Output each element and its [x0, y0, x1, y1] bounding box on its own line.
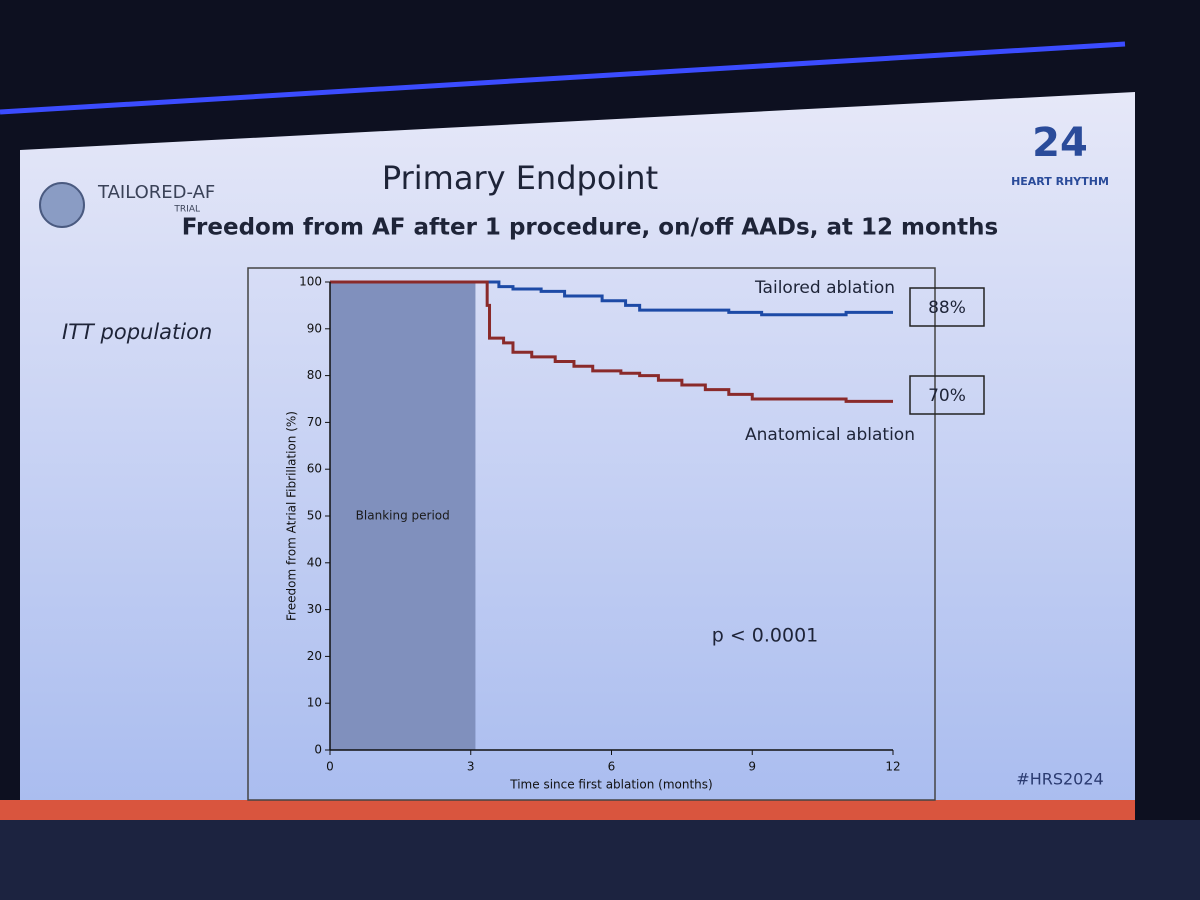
- y-tick-label: 0: [314, 743, 322, 757]
- end-label-box: [909, 287, 985, 327]
- y-tick-label: 60: [307, 462, 322, 476]
- x-tick-label: 0: [326, 760, 334, 774]
- y-tick-label: 50: [307, 509, 322, 523]
- stage-light: [0, 41, 1126, 115]
- trial-logo-icon: [39, 182, 85, 228]
- plot: Blanking period 0 10 20 30 40 50 60 70 80 90 100 0 3 6…: [285, 275, 901, 792]
- trial-logo-name: TAILORED-AF: [97, 182, 215, 203]
- conference-logo-number: 24: [1032, 120, 1088, 166]
- slide-footer-bar: [0, 800, 1135, 820]
- end-label: 70%: [928, 386, 966, 406]
- chart-title: Primary Endpoint: [382, 159, 658, 197]
- y-tick-label: 100: [299, 275, 322, 289]
- hashtag: #HRS2024: [1016, 770, 1103, 789]
- km-curve: [330, 280, 893, 317]
- series-label: Tailored ablation: [754, 278, 895, 298]
- y-tick-label: 80: [307, 368, 322, 382]
- population-label: ITT population: [62, 320, 212, 344]
- blanking-region: [330, 282, 476, 750]
- y-tick-label: 70: [307, 415, 322, 429]
- end-label: 88%: [928, 298, 966, 318]
- y-tick-label: 90: [307, 321, 322, 335]
- chart-frame: [247, 267, 936, 801]
- x-tick-label: 6: [608, 760, 616, 774]
- y-tick-label: 30: [307, 602, 322, 616]
- x-tick-label: 3: [467, 760, 475, 774]
- end-label-box: [909, 375, 985, 415]
- x-tick-label: 12: [885, 760, 900, 774]
- audience: [0, 820, 1200, 900]
- x-tick-label: 9: [748, 760, 756, 774]
- km-curve: [330, 280, 893, 403]
- x-axis-label: Time since first ablation (months): [509, 778, 712, 792]
- blanking-label: Blanking period: [356, 509, 450, 523]
- y-axis-label: Freedom from Atrial Fibrillation (%): [285, 411, 299, 621]
- p-value: p < 0.0001: [712, 625, 819, 647]
- y-tick-label: 10: [307, 696, 322, 710]
- slide: [20, 92, 1135, 815]
- y-tick-label: 20: [307, 649, 322, 663]
- series-label: Anatomical ablation: [745, 425, 915, 445]
- trial-logo-sub: TRIAL: [173, 205, 200, 215]
- y-tick-label: 40: [307, 555, 322, 569]
- conference-logo-name: HEART RHYTHM: [1011, 175, 1109, 188]
- chart-subtitle: Freedom from AF after 1 procedure, on/of…: [182, 215, 998, 241]
